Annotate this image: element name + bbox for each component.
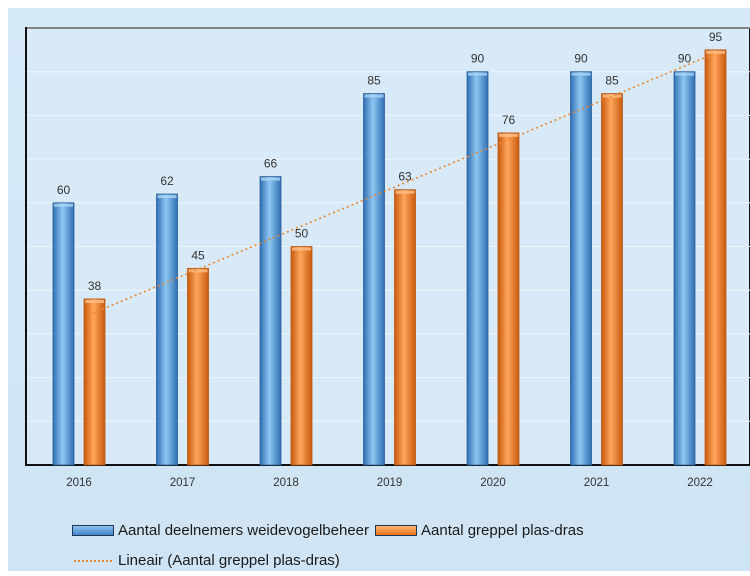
legend-label-deelnemers: Aantal deelnemers weidevogelbeheer bbox=[118, 522, 370, 539]
x-tick-2021: 2021 bbox=[584, 477, 610, 489]
data-label-greppel-2020: 76 bbox=[502, 113, 516, 127]
bar-bevel-greppel-2017 bbox=[188, 269, 208, 273]
bars bbox=[52, 49, 727, 466]
bar-deelnemers-2019 bbox=[363, 93, 385, 466]
bar-bevel-greppel-2021 bbox=[602, 94, 622, 98]
x-tick-2018: 2018 bbox=[273, 477, 299, 489]
legend-label-greppel: Aantal greppel plas-dras bbox=[421, 522, 584, 539]
x-tick-2020: 2020 bbox=[480, 477, 506, 489]
chart: 60 38 62 45 66 50 85 63 90 76 90 85 90 95 2016 2017 201… bbox=[8, 8, 750, 571]
data-label-greppel-2016: 38 bbox=[88, 279, 102, 293]
data-label-deelnemers-2018: 66 bbox=[264, 157, 278, 171]
bar-bevel-greppel-2022 bbox=[706, 50, 725, 54]
bar-bevel-greppel-2020 bbox=[499, 133, 518, 137]
data-label-deelnemers-2019: 85 bbox=[367, 74, 381, 88]
legend-label-trendline: Lineair (Aantal greppel plas-dras) bbox=[118, 552, 340, 569]
bar-greppel-2021 bbox=[601, 93, 623, 466]
bar-bevel-greppel-2016 bbox=[85, 299, 104, 303]
data-label-greppel-2022: 95 bbox=[709, 30, 723, 44]
bar-bevel-deelnemers-2021 bbox=[571, 72, 591, 76]
trendline bbox=[88, 52, 716, 316]
bar-bevel-deelnemers-2022 bbox=[675, 72, 694, 76]
bar-deelnemers-2021 bbox=[570, 71, 592, 466]
legend-swatch-deelnemers bbox=[72, 525, 114, 536]
data-labels: 60 38 62 45 66 50 85 63 90 76 90 85 90 95 bbox=[57, 30, 723, 293]
bar-greppel-2022 bbox=[704, 49, 727, 466]
bar-greppel-2016 bbox=[83, 298, 106, 466]
x-axis-ticks: 2016 2017 2018 2019 2020 2021 2022 bbox=[66, 477, 713, 489]
bar-bevel-deelnemers-2020 bbox=[468, 72, 487, 76]
bar-bevel-deelnemers-2017 bbox=[157, 195, 177, 199]
bar-deelnemers-2017 bbox=[156, 193, 178, 466]
bar-bevel-deelnemers-2018 bbox=[261, 177, 280, 181]
bar-greppel-2019 bbox=[394, 189, 416, 466]
legend-row-2: Lineair (Aantal greppel plas-dras) bbox=[72, 552, 340, 569]
trendline-line bbox=[88, 52, 716, 316]
x-tick-2022: 2022 bbox=[687, 477, 713, 489]
bar-greppel-2017 bbox=[187, 267, 209, 466]
legend-swatch-greppel bbox=[375, 525, 418, 536]
bar-deelnemers-2018 bbox=[259, 176, 282, 466]
gridlines bbox=[27, 27, 750, 422]
legend-row-1: Aantal deelnemers weidevogelbeheer Aanta… bbox=[72, 522, 584, 539]
legend: Aantal deelnemers weidevogelbeheer Aanta… bbox=[72, 516, 712, 576]
bar-bevel-deelnemers-2016 bbox=[54, 203, 73, 207]
data-label-greppel-2017: 45 bbox=[191, 248, 205, 262]
data-label-deelnemers-2017: 62 bbox=[160, 174, 174, 188]
bar-bevel-greppel-2018 bbox=[292, 247, 311, 251]
x-tick-2017: 2017 bbox=[170, 477, 196, 489]
data-label-greppel-2019: 63 bbox=[398, 170, 412, 184]
data-label-greppel-2021: 85 bbox=[605, 74, 619, 88]
data-label-deelnemers-2016: 60 bbox=[57, 183, 71, 197]
bar-deelnemers-2016 bbox=[52, 202, 75, 466]
data-label-greppel-2018: 50 bbox=[295, 227, 309, 241]
x-tick-2016: 2016 bbox=[66, 477, 92, 489]
legend-swatch-trendline bbox=[74, 559, 112, 562]
bar-greppel-2018 bbox=[290, 246, 313, 466]
bar-deelnemers-2020 bbox=[466, 71, 489, 466]
bar-bevel-greppel-2019 bbox=[395, 190, 415, 194]
data-label-deelnemers-2020: 90 bbox=[471, 52, 485, 66]
data-label-deelnemers-2022: 90 bbox=[678, 52, 692, 66]
bar-greppel-2020 bbox=[497, 132, 520, 466]
bar-deelnemers-2022 bbox=[673, 71, 696, 466]
bar-bevel-deelnemers-2019 bbox=[364, 94, 384, 98]
data-label-deelnemers-2021: 90 bbox=[574, 52, 588, 66]
x-tick-2019: 2019 bbox=[377, 477, 403, 489]
